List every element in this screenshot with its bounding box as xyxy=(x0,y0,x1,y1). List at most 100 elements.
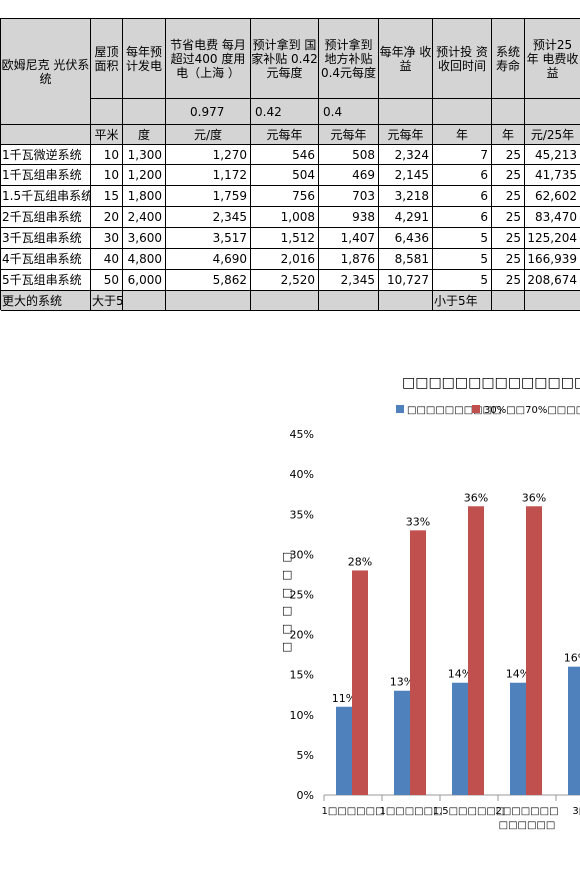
data-cell: 3,218 xyxy=(379,186,433,207)
y-tick-label: 35% xyxy=(290,508,314,521)
row-label: 1.5千瓦组串系统 xyxy=(1,186,91,207)
solar-system-table: 欧姆尼克 光伏系统 屋顶 面积 每年预 计发电 节省电费 每月超过400 度用电（上海… xyxy=(0,18,580,311)
data-cell: 7 xyxy=(433,145,492,165)
data-cell: 1,008 xyxy=(251,207,319,228)
y-tick-label: 0% xyxy=(297,789,314,802)
data-label: 14% xyxy=(448,668,472,681)
header-national: 预计拿到 国家补贴 0.42元每度 xyxy=(251,19,319,99)
data-cell: 4,291 xyxy=(379,207,433,228)
grey-cell xyxy=(123,291,166,311)
data-cell: 1,300 xyxy=(123,145,166,165)
header-local: 预计拿到 地方补贴 0.4元每度 xyxy=(319,19,379,99)
bar-blue xyxy=(452,682,468,795)
data-cell: 703 xyxy=(319,186,379,207)
data-cell: 2,324 xyxy=(379,145,433,165)
y-axis-label-char: □ xyxy=(282,604,292,617)
data-cell: 10 xyxy=(91,145,123,165)
data-cell: 2,016 xyxy=(251,249,319,270)
data-cell: 1,759 xyxy=(166,186,251,207)
data-cell: 45,213 xyxy=(525,145,580,165)
rate-national: 0.42 xyxy=(251,99,319,125)
y-tick-label: 45% xyxy=(290,428,314,441)
rate-empty xyxy=(492,99,525,125)
data-cell: 5,862 xyxy=(166,270,251,291)
data-cell: 15 xyxy=(91,186,123,207)
header-net: 每年净 收益 xyxy=(379,19,433,99)
y-tick-label: 30% xyxy=(290,548,314,561)
unit-cell: 年 xyxy=(492,125,525,145)
unit-cell: 年 xyxy=(433,125,492,145)
unit-cell: 元每年 xyxy=(319,125,379,145)
data-cell: 1,512 xyxy=(251,228,319,249)
data-cell: 2,520 xyxy=(251,270,319,291)
x-tick-label: 1.5□□□□□□ xyxy=(433,806,506,817)
header-system: 欧姆尼克 光伏系统 xyxy=(1,19,91,125)
row-label: 5千瓦组串系统 xyxy=(1,270,91,291)
data-cell: 1,407 xyxy=(319,228,379,249)
row-label: 1千瓦组串系统 xyxy=(1,165,91,186)
data-cell: 40 xyxy=(91,249,123,270)
data-cell: 1,200 xyxy=(123,165,166,186)
x-tick-label: 1□□□□□□ xyxy=(321,806,384,817)
x-tick-label: 2□□□□□□ xyxy=(495,806,558,817)
y-axis-label-char: □ xyxy=(282,568,292,581)
payback-note: 小于5年 xyxy=(433,291,492,311)
data-cell: 756 xyxy=(251,186,319,207)
bar-red xyxy=(526,506,542,795)
data-cell: 41,735 xyxy=(525,165,580,186)
unit-cell: 元/25年 xyxy=(525,125,580,145)
grey-cell xyxy=(319,291,379,311)
bar-blue xyxy=(336,706,352,795)
data-label: 36% xyxy=(464,491,488,504)
data-label: 28% xyxy=(348,555,372,568)
data-cell: 938 xyxy=(319,207,379,228)
data-label: 16% xyxy=(564,652,580,665)
y-axis-label-char: □ xyxy=(282,550,292,563)
data-cell: 469 xyxy=(319,165,379,186)
data-cell: 25 xyxy=(492,249,525,270)
y-tick-label: 40% xyxy=(290,468,314,481)
legend-label: 30%□□70%□□□□□□□ xyxy=(484,405,580,416)
data-cell: 8,581 xyxy=(379,249,433,270)
data-cell: 83,470 xyxy=(525,207,580,228)
grey-cell xyxy=(492,291,525,311)
row-label: 2千瓦组串系统 xyxy=(1,207,91,228)
data-cell: 3,600 xyxy=(123,228,166,249)
data-cell: 504 xyxy=(251,165,319,186)
bar-blue xyxy=(568,666,580,795)
data-cell: 1,172 xyxy=(166,165,251,186)
unit-cell: 度 xyxy=(123,125,166,145)
data-cell: 6,000 xyxy=(123,270,166,291)
y-tick-label: 10% xyxy=(290,709,314,722)
data-cell: 6 xyxy=(433,186,492,207)
data-cell: 508 xyxy=(319,145,379,165)
data-cell: 25 xyxy=(492,270,525,291)
bar-blue xyxy=(394,690,410,795)
header-saving: 节省电费 每月超过400 度用电（上海 ） xyxy=(166,19,251,99)
grey-cell xyxy=(251,291,319,311)
data-cell: 1,876 xyxy=(319,249,379,270)
data-cell: 3,517 xyxy=(166,228,251,249)
row-label: 4千瓦组串系统 xyxy=(1,249,91,270)
data-cell: 4,800 xyxy=(123,249,166,270)
bar-red xyxy=(352,570,368,795)
data-label: 33% xyxy=(406,515,430,528)
x-tick-label: 3□□ xyxy=(572,806,580,817)
data-cell: 6,436 xyxy=(379,228,433,249)
data-label: 13% xyxy=(390,676,414,689)
rate-empty xyxy=(123,99,166,125)
data-cell: 5 xyxy=(433,228,492,249)
x-tick-label: □□□□□□ xyxy=(499,820,556,831)
data-cell: 25 xyxy=(492,207,525,228)
data-cell: 208,674 xyxy=(525,270,580,291)
data-cell: 4,690 xyxy=(166,249,251,270)
data-cell: 20 xyxy=(91,207,123,228)
data-cell: 2,345 xyxy=(319,270,379,291)
y-tick-label: 20% xyxy=(290,629,314,642)
bar-red xyxy=(468,506,484,795)
grey-cell xyxy=(166,291,251,311)
unit-cell: 元每年 xyxy=(379,125,433,145)
data-cell: 10,727 xyxy=(379,270,433,291)
rate-empty xyxy=(379,99,433,125)
roi-bar-chart: □□□□□□□□□□□□□□□□□□□□□□□□□□□□30%□□70%□□□□… xyxy=(0,360,580,893)
